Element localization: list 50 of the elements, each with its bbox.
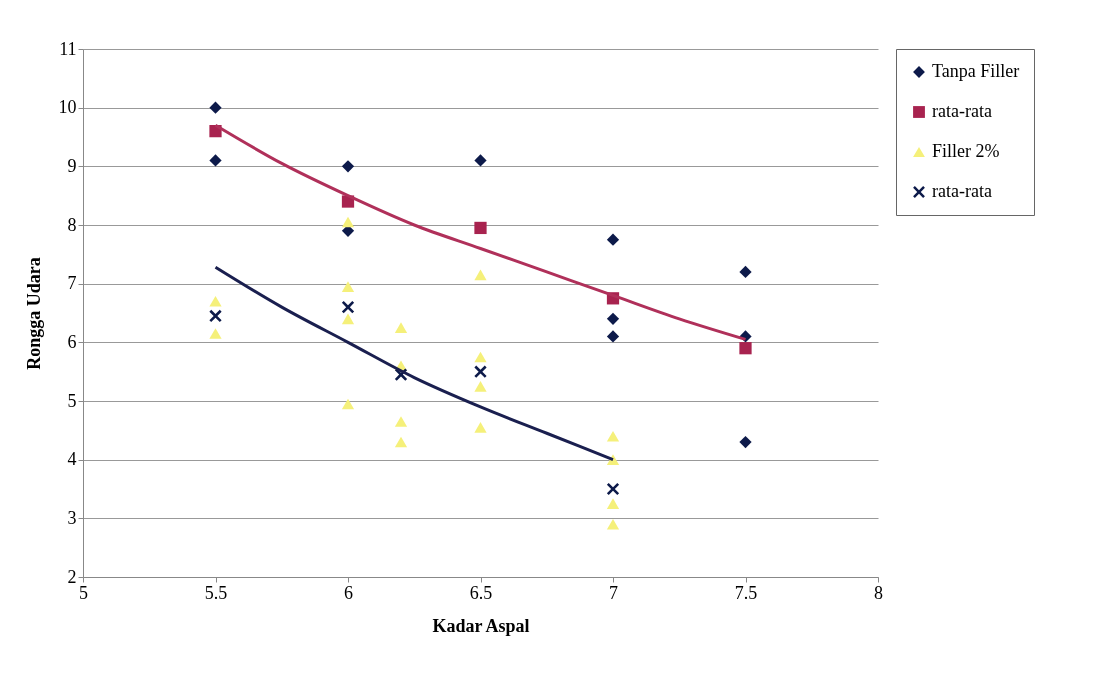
y-tick-label: 7 [67,273,77,294]
point [474,154,487,167]
point [474,381,487,392]
point [394,416,408,427]
point [209,154,222,167]
x-tick-label: 6.5 [469,582,493,603]
x-tick-label: 8 [874,582,883,603]
y-tick-label: 11 [59,38,77,59]
legend-label: Tanpa Filler [932,61,1020,81]
point [341,313,355,325]
y-tick-label: 2 [67,566,77,587]
y-tick-label: 6 [67,331,77,352]
point [606,518,620,530]
point [209,328,222,339]
y-tick-label: 10 [58,97,77,118]
point [474,351,487,363]
x-tick-label: 7 [609,582,618,603]
point [341,398,355,410]
legend-label: rata-rata [932,181,992,201]
point [474,422,487,433]
point [474,221,487,235]
y-axis-title: Rongga Udara [23,257,44,370]
y-tick-label: 3 [67,507,77,528]
point [341,281,355,292]
x-tick-label: 7.5 [734,582,758,603]
point [341,216,355,228]
y-tick-label: 9 [67,155,77,176]
point [606,233,620,246]
y-tick-label: 8 [67,214,77,235]
point [739,435,752,449]
point [606,498,620,509]
legend-label: Filler 2% [932,141,1000,161]
point [606,330,620,343]
point [209,295,222,307]
point [394,436,408,448]
point [394,322,408,333]
point [209,101,222,114]
legend-label: rata-rata [932,101,992,121]
point [209,309,222,323]
point [341,160,355,173]
point [474,269,487,281]
point [606,312,620,325]
x-tick-label: 6 [344,582,353,603]
x-tick-label: 5.5 [204,582,228,603]
x-axis-title: Kadar Aspal [432,615,530,636]
point [739,342,752,355]
y-tick-label: 5 [67,390,77,411]
y-tick-label: 4 [67,449,77,470]
point [739,265,752,279]
point [606,430,620,442]
